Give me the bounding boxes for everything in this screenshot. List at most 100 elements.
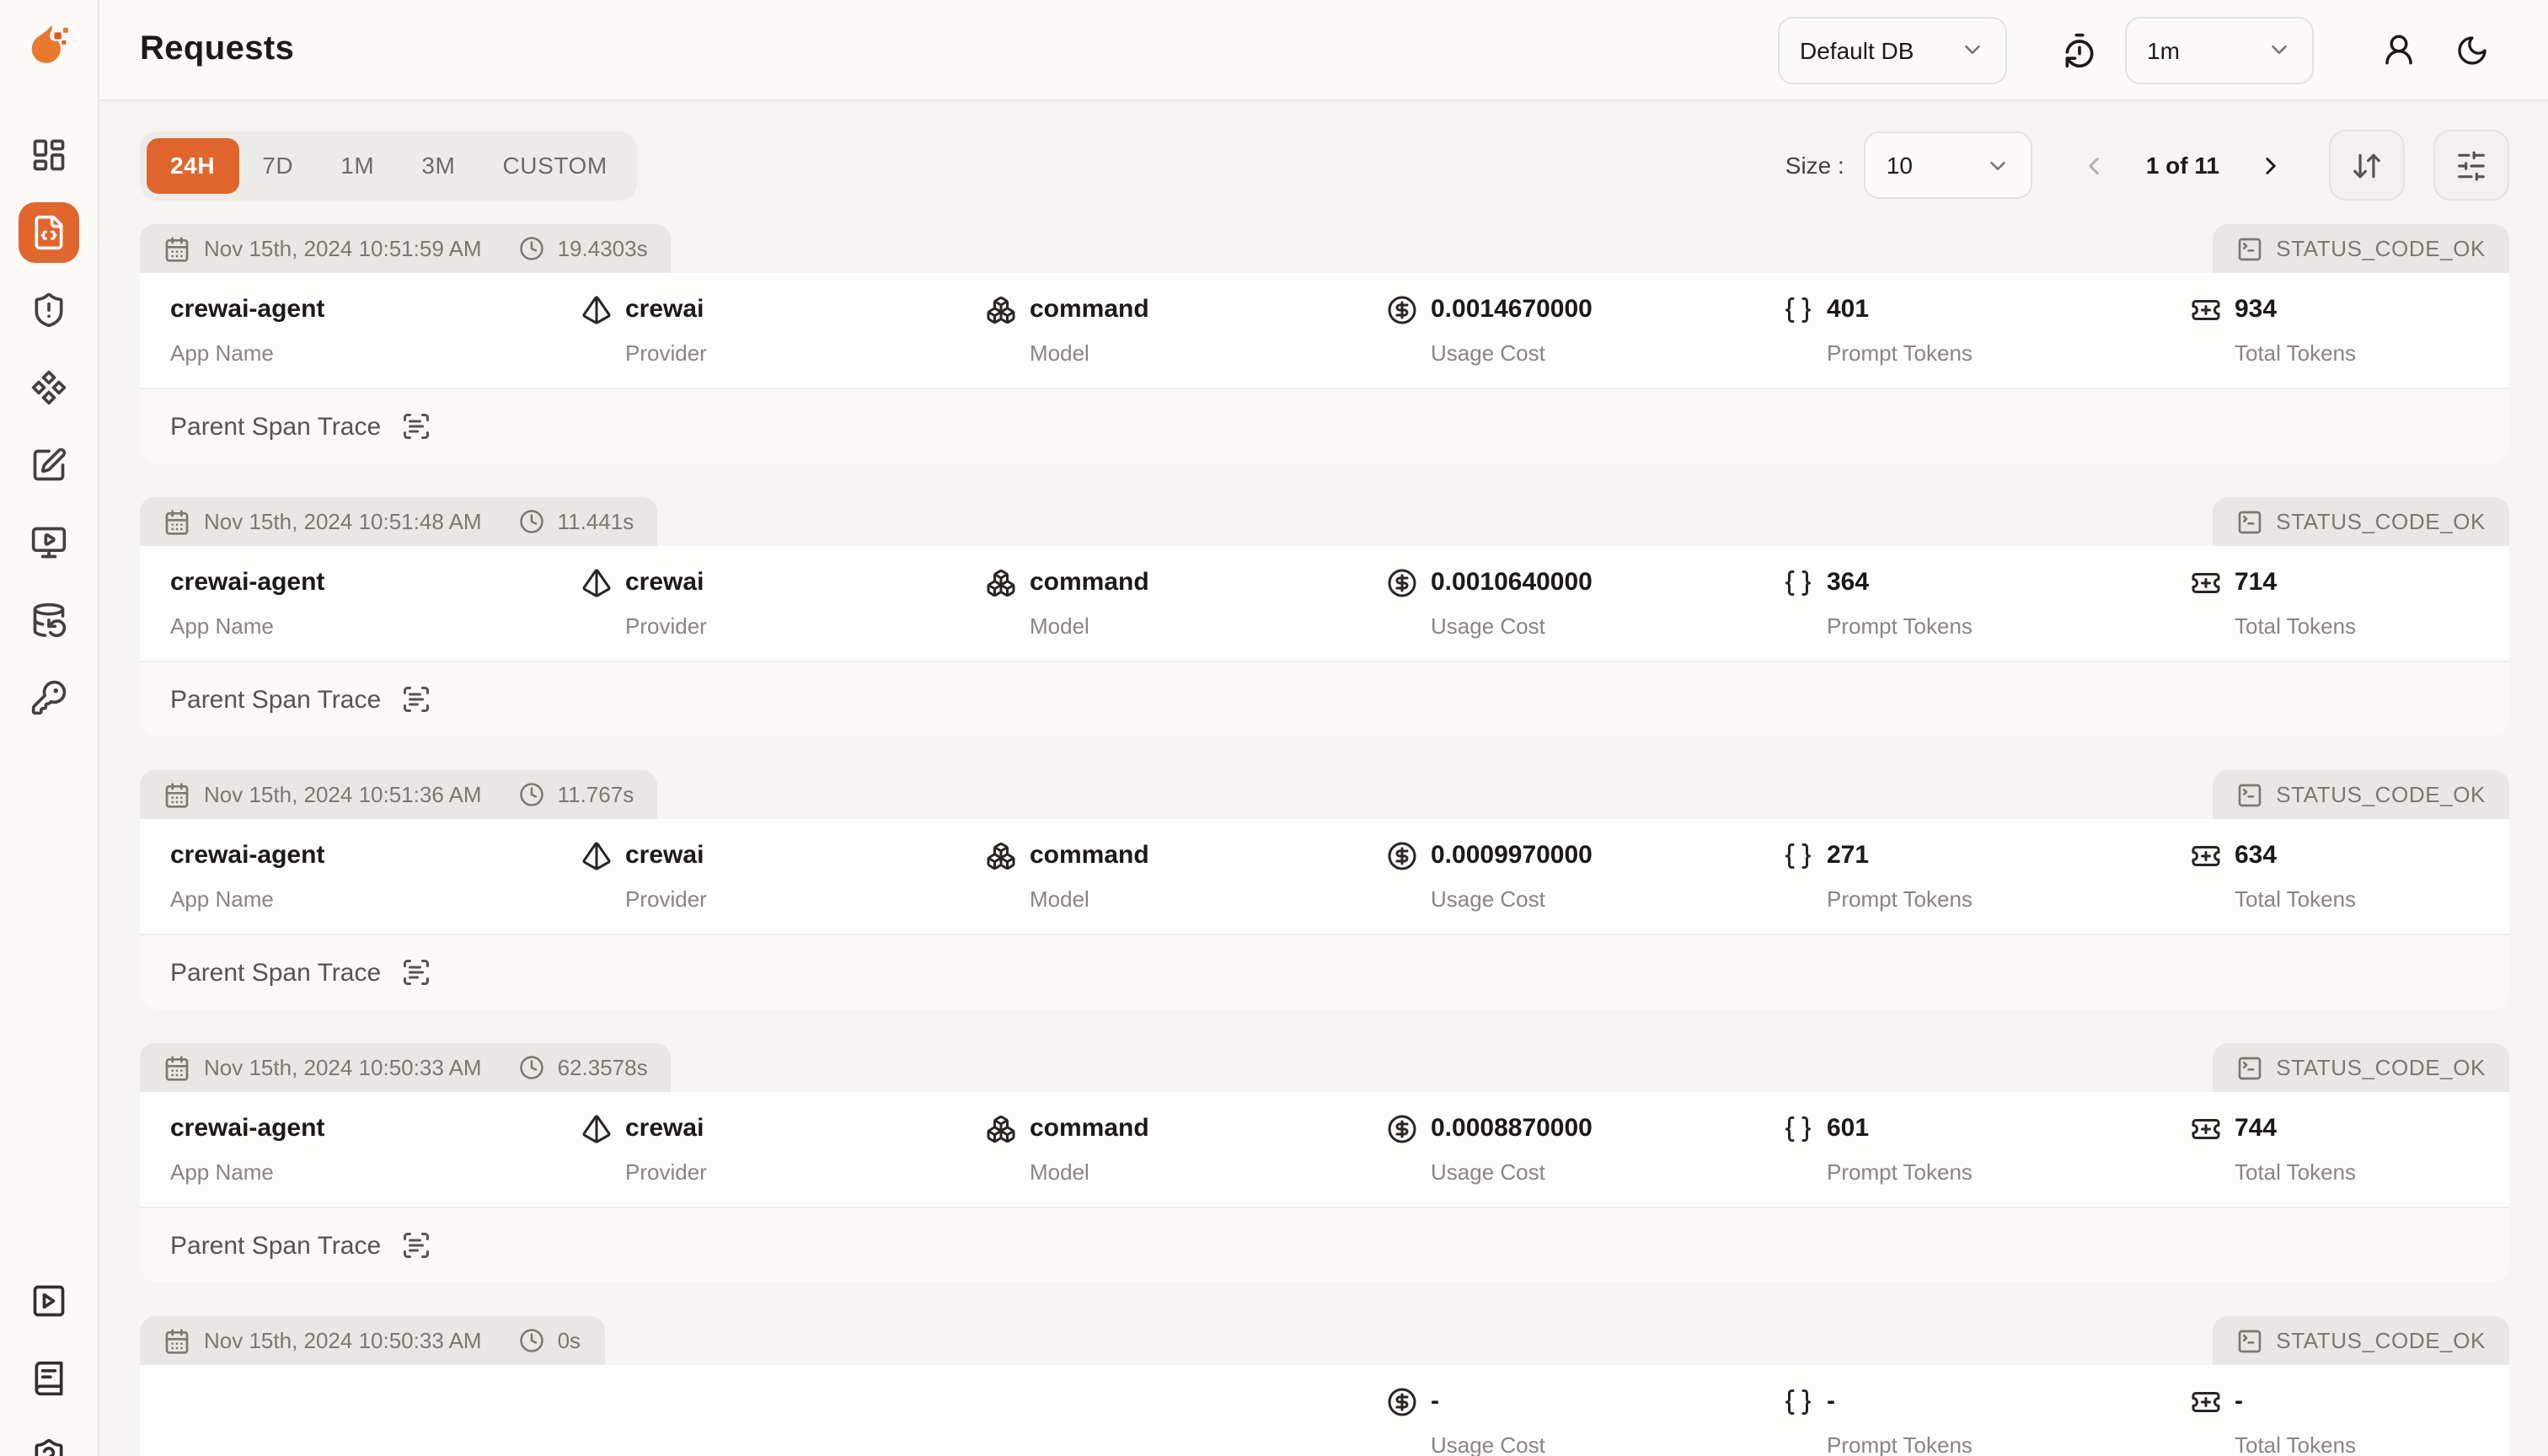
sidebar-item-documentation[interactable] <box>19 1348 79 1409</box>
app-name-value: crewai-agent <box>170 1114 325 1143</box>
dollar-circle-icon <box>1388 842 1416 870</box>
dollar-circle-icon <box>1388 569 1416 597</box>
calendar-icon <box>165 509 189 534</box>
database-select[interactable]: Default DB <box>1778 16 2007 83</box>
request-date: Nov 15th, 2024 10:50:33 AM <box>204 1055 482 1080</box>
previous-page-button[interactable] <box>2080 151 2109 179</box>
parent-span-trace-label: Parent Span Trace <box>170 1231 382 1260</box>
sidebar-item-dashboard[interactable] <box>19 125 79 185</box>
request-card-body[interactable]: crewai-agent App Name crewai Provider <box>140 1092 2509 1207</box>
app-name-label: App Name <box>170 613 274 639</box>
tab-24h[interactable]: 24H <box>147 137 239 193</box>
provider-label: Provider <box>625 1159 707 1185</box>
braces-icon <box>1785 297 1811 323</box>
model-value: command <box>1030 295 1149 324</box>
request-timestamp-chip[interactable]: Nov 15th, 2024 10:50:33 AM 0s <box>140 1316 605 1365</box>
total-tokens-value: - <box>2235 1387 2243 1416</box>
status-badge: STATUS_CODE_OK <box>2212 770 2509 819</box>
dark-mode-toggle[interactable] <box>2455 33 2489 67</box>
sort-button[interactable] <box>2329 130 2405 201</box>
usage-cost-cell: - Usage Cost <box>1387 1385 1783 1456</box>
request-card-tabs: Nov 15th, 2024 10:51:59 AM 19.4303s STAT… <box>140 224 2509 273</box>
sidebar-item-prompt-hub[interactable] <box>19 435 79 495</box>
database-select-value: Default DB <box>1800 36 1914 63</box>
prompt-tokens-value: 271 <box>1827 841 1870 870</box>
status-badge: STATUS_CODE_OK <box>2212 1043 2509 1092</box>
status-badge: STATUS_CODE_OK <box>2212 224 2509 273</box>
sidebar-item-api-keys[interactable] <box>19 667 79 728</box>
prompt-tokens-label: Prompt Tokens <box>1827 1432 1973 1456</box>
request-date: Nov 15th, 2024 10:51:48 AM <box>204 509 482 534</box>
parent-span-trace-row[interactable]: Parent Span Trace <box>140 661 2509 736</box>
dashboard-icon <box>33 139 65 171</box>
sidebar-item-support[interactable] <box>19 1426 79 1456</box>
square-play-icon <box>33 1285 65 1317</box>
page-indicator: 1 of 11 <box>2145 152 2219 179</box>
request-card-tabs: Nov 15th, 2024 10:51:36 AM 11.767s STATU… <box>140 770 2509 819</box>
app-name-cell: crewai-agent App Name <box>170 1112 581 1185</box>
usage-cost-label: Usage Cost <box>1431 340 1545 366</box>
tab-custom[interactable]: CUSTOM <box>502 152 608 179</box>
request-date: Nov 15th, 2024 10:51:59 AM <box>204 236 482 261</box>
request-timestamp-chip[interactable]: Nov 15th, 2024 10:50:33 AM 62.3578s <box>140 1043 672 1092</box>
sidebar-item-databases[interactable] <box>19 590 79 650</box>
auto-refresh-button[interactable] <box>2061 31 2098 68</box>
sidebar-item-playground[interactable] <box>19 512 79 573</box>
usage-cost-cell: 0.0008870000 Usage Cost <box>1387 1112 1783 1185</box>
parent-span-trace-row[interactable]: Parent Span Trace <box>140 934 2509 1009</box>
page-size-select[interactable]: 10 <box>1864 131 2033 199</box>
request-timestamp-chip[interactable]: Nov 15th, 2024 10:51:36 AM 11.767s <box>140 770 658 819</box>
boxes-icon <box>987 843 1015 870</box>
arrow-down-up-icon <box>2353 153 2380 178</box>
request-card-body[interactable]: crewai-agent App Name crewai Provider <box>140 819 2509 934</box>
next-page-button[interactable] <box>2256 151 2285 179</box>
parent-span-trace-row[interactable]: Parent Span Trace <box>140 1207 2509 1282</box>
request-card-body[interactable]: crewai-agent App Name crewai Provider <box>140 273 2509 388</box>
request-card: Nov 15th, 2024 10:51:48 AM 11.441s STATU… <box>140 497 2509 736</box>
request-card-body[interactable]: crewai-agent App Name crewai Provider <box>140 546 2509 661</box>
prompt-tokens-cell: 364 Prompt Tokens <box>1783 566 2191 639</box>
usage-cost-label: Usage Cost <box>1431 886 1545 912</box>
total-tokens-cell: 934 Total Tokens <box>2191 293 2509 366</box>
sidebar-item-exceptions[interactable] <box>19 280 79 340</box>
app-name-cell: crewai-agent App Name <box>170 293 581 366</box>
prompt-tokens-cell: 601 Prompt Tokens <box>1783 1112 2191 1185</box>
request-timestamp-chip[interactable]: Nov 15th, 2024 10:51:48 AM 11.441s <box>140 497 658 546</box>
header-controls: Default DB 1m <box>1778 16 2489 83</box>
model-value: command <box>1030 1114 1149 1143</box>
sidebar-item-openground[interactable] <box>19 357 79 418</box>
square-pen-icon <box>33 447 67 481</box>
pyramid-icon <box>582 1115 611 1143</box>
app-name-cell: crewai-agent App Name <box>170 839 581 912</box>
app-name-label: App Name <box>170 886 274 912</box>
model-cell: command Model <box>986 839 1387 912</box>
sidebar-item-requests[interactable] <box>19 202 79 263</box>
usage-cost-value: 0.0008870000 <box>1431 1114 1592 1143</box>
total-tokens-label: Total Tokens <box>2235 613 2357 639</box>
request-timestamp-chip[interactable]: Nov 15th, 2024 10:51:59 AM 19.4303s <box>140 224 672 273</box>
pagination-controls: Size : 10 1 of 11 <box>1785 130 2509 201</box>
scan-text-icon <box>404 414 430 439</box>
provider-cell: crewai Provider <box>581 1112 986 1185</box>
parent-span-trace-row[interactable]: Parent Span Trace <box>140 388 2509 463</box>
usage-cost-value: 0.0014670000 <box>1431 295 1592 324</box>
model-value: command <box>1030 841 1149 870</box>
sidebar-item-demo-video[interactable] <box>19 1271 79 1331</box>
refresh-interval-select[interactable]: 1m <box>2125 16 2314 83</box>
request-list: Nov 15th, 2024 10:51:59 AM 19.4303s STAT… <box>140 224 2509 1456</box>
app-logo-flame-icon[interactable] <box>24 20 74 78</box>
profile-button[interactable] <box>2381 32 2417 67</box>
parent-span-trace-label: Parent Span Trace <box>170 958 382 987</box>
pager: 1 of 11 <box>2080 151 2285 179</box>
app-name-label: App Name <box>170 340 274 366</box>
app-name-value: crewai-agent <box>170 295 325 324</box>
calendar-icon <box>165 236 189 261</box>
provider-label: Provider <box>625 340 707 366</box>
request-card-body[interactable]: App Name Provider Model <box>140 1365 2509 1456</box>
tab-7d[interactable]: 7D <box>262 152 294 179</box>
tab-3m[interactable]: 3M <box>421 152 456 179</box>
prompt-tokens-cell: 271 Prompt Tokens <box>1783 839 2191 912</box>
usage-cost-value: - <box>1431 1387 1439 1416</box>
filter-button[interactable] <box>2433 130 2509 201</box>
tab-1m[interactable]: 1M <box>340 152 375 179</box>
